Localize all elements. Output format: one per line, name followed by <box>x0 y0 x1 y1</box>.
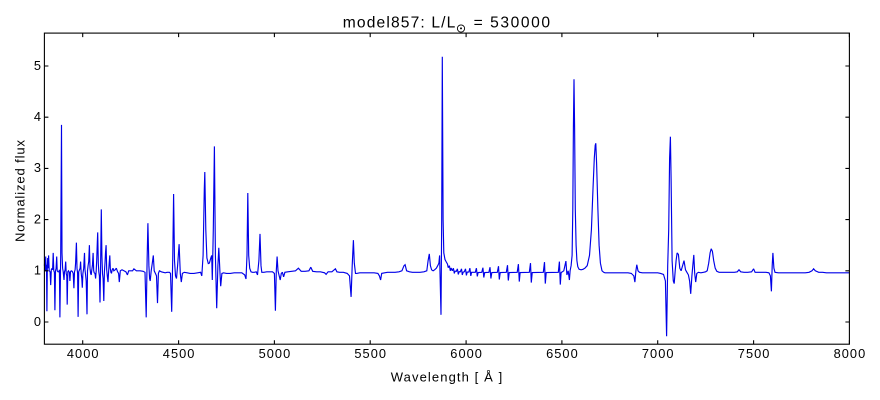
svg-text:Wavelength [ Å ]: Wavelength [ Å ] <box>391 370 503 385</box>
svg-text:5000: 5000 <box>259 346 291 361</box>
svg-text:6500: 6500 <box>546 346 578 361</box>
svg-text:Normalized flux: Normalized flux <box>13 140 28 243</box>
svg-text:0: 0 <box>34 314 41 329</box>
svg-text:= 530000: = 530000 <box>474 14 551 31</box>
svg-text:7500: 7500 <box>738 346 770 361</box>
svg-text:3: 3 <box>34 160 41 175</box>
svg-text:1: 1 <box>34 263 41 278</box>
svg-text:2: 2 <box>34 211 41 226</box>
svg-text:4500: 4500 <box>163 346 195 361</box>
svg-text:4000: 4000 <box>67 346 99 361</box>
svg-text:5500: 5500 <box>354 346 386 361</box>
svg-text:6000: 6000 <box>450 346 482 361</box>
svg-text:model857: L/L: model857: L/L <box>343 14 456 31</box>
svg-text:5: 5 <box>34 58 41 73</box>
svg-text:8000: 8000 <box>834 346 866 361</box>
svg-text:4: 4 <box>34 109 41 124</box>
svg-text:7000: 7000 <box>642 346 674 361</box>
